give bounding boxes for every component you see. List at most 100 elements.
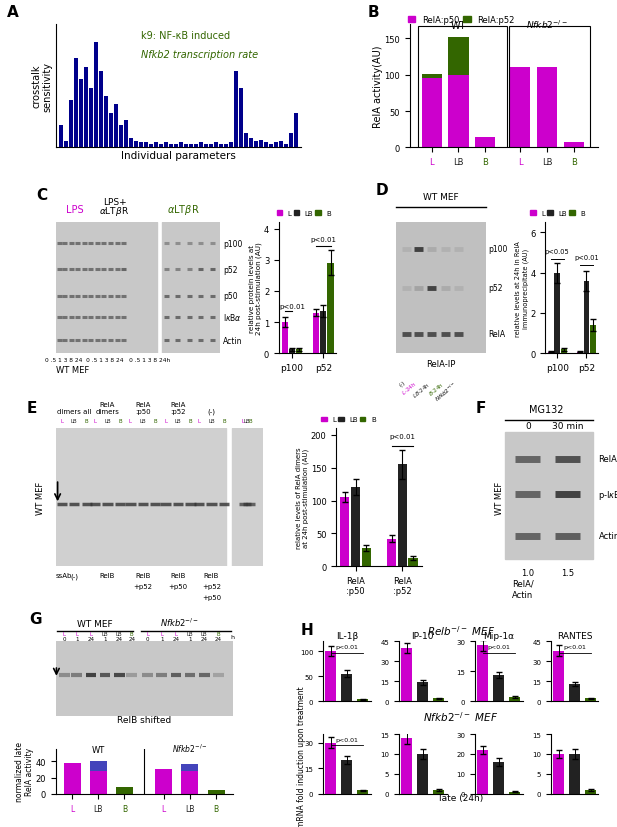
Bar: [64, 142, 67, 148]
Bar: [548, 352, 553, 354]
Bar: [194, 145, 198, 148]
Legend: RelA:p50, RelA:p52: RelA:p50, RelA:p52: [404, 13, 518, 29]
Bar: [269, 145, 273, 148]
Bar: [244, 133, 248, 148]
Bar: [199, 143, 203, 148]
Text: L: L: [129, 418, 132, 423]
Text: p52: p52: [489, 284, 503, 293]
Title: RANTES: RANTES: [557, 632, 592, 641]
Text: 1: 1: [188, 637, 192, 642]
Text: 1: 1: [104, 637, 107, 642]
Text: p100: p100: [489, 245, 508, 254]
Legend: L, LB, B: L, LB, B: [528, 208, 587, 220]
Bar: [68, 102, 73, 148]
Text: p52: p52: [223, 265, 238, 275]
Text: LB: LB: [208, 418, 215, 423]
Text: +p50: +p50: [202, 595, 221, 600]
Text: ssAb: ssAb: [56, 572, 72, 579]
Bar: [510, 69, 530, 148]
Bar: [123, 121, 128, 148]
Bar: [179, 143, 183, 148]
Text: RelA/: RelA/: [512, 579, 534, 588]
Bar: [207, 790, 225, 794]
Text: B: B: [130, 632, 133, 637]
Text: LB: LB: [104, 418, 111, 423]
Text: B: B: [118, 418, 122, 423]
Text: WT MEF: WT MEF: [77, 619, 112, 629]
Text: p<0.01: p<0.01: [563, 644, 586, 650]
Bar: [155, 769, 172, 794]
Bar: [357, 791, 368, 794]
Text: $B$-24h: $B$-24h: [426, 380, 445, 398]
Text: 24: 24: [128, 637, 135, 642]
Bar: [408, 559, 418, 566]
Text: 30 min: 30 min: [552, 422, 583, 431]
Bar: [219, 145, 223, 148]
Text: Actin: Actin: [512, 590, 534, 599]
Bar: [387, 539, 396, 566]
Text: WT: WT: [450, 21, 466, 31]
Bar: [417, 682, 428, 701]
Bar: [362, 548, 371, 566]
Text: B: B: [368, 6, 379, 21]
Text: LB: LB: [243, 418, 250, 423]
Bar: [289, 133, 293, 148]
Text: mRNA fold induction upon treatment: mRNA fold induction upon treatment: [297, 685, 305, 826]
Title: Mip-1α: Mip-1α: [483, 632, 515, 641]
Text: L: L: [146, 632, 149, 637]
Text: L: L: [197, 418, 201, 423]
Text: $Nfkb2^{-/-}$: $Nfkb2^{-/-}$: [433, 380, 459, 404]
Bar: [78, 80, 83, 148]
Text: WT: WT: [92, 745, 105, 754]
Text: H: H: [301, 622, 314, 637]
Bar: [510, 27, 590, 154]
Text: B: B: [217, 632, 220, 637]
Y-axis label: relative levels of RelA dimers
at 24h post-stimulation (AU): relative levels of RelA dimers at 24h po…: [296, 447, 309, 548]
Bar: [294, 113, 298, 148]
Text: +p52: +p52: [133, 584, 152, 590]
Text: $Relb^{-/-}$ MEF: $Relb^{-/-}$ MEF: [426, 624, 495, 638]
Text: B: B: [189, 418, 193, 423]
Bar: [398, 465, 407, 566]
Bar: [475, 137, 495, 148]
Text: 24: 24: [215, 637, 222, 642]
Bar: [320, 312, 326, 354]
Bar: [209, 145, 213, 148]
Bar: [296, 350, 302, 354]
Text: L: L: [89, 632, 93, 637]
Bar: [433, 790, 444, 794]
Bar: [239, 89, 243, 148]
Bar: [184, 145, 188, 148]
Text: RelA
:p52: RelA :p52: [170, 402, 186, 415]
Bar: [181, 771, 198, 794]
Bar: [73, 60, 78, 148]
Bar: [341, 674, 352, 701]
Text: F: F: [476, 400, 486, 415]
Bar: [284, 145, 288, 148]
Text: RelA: RelA: [489, 330, 506, 339]
Bar: [577, 352, 582, 354]
Text: L: L: [75, 632, 78, 637]
Text: $LB$-24h: $LB$-24h: [411, 380, 432, 399]
Bar: [477, 750, 489, 794]
Bar: [224, 145, 228, 148]
Text: $\alpha$LT$\beta$R: $\alpha$LT$\beta$R: [167, 203, 200, 217]
Text: $Nfkb2^{-/-}$ MEF: $Nfkb2^{-/-}$ MEF: [423, 709, 499, 723]
Text: WT MEF: WT MEF: [56, 365, 89, 374]
Text: L: L: [164, 418, 167, 423]
Text: C: C: [36, 188, 47, 203]
Y-axis label: normalized late
RelA activity: normalized late RelA activity: [15, 742, 34, 801]
Text: p-I$\kappa$B$\alpha$: p-I$\kappa$B$\alpha$: [598, 489, 617, 501]
Text: WT MEF: WT MEF: [423, 193, 458, 202]
Bar: [417, 754, 428, 794]
Bar: [56, 223, 157, 354]
Text: 1.0: 1.0: [521, 568, 534, 577]
Text: $Nfkb2^{-/-}$: $Nfkb2^{-/-}$: [526, 18, 568, 31]
Text: +p50: +p50: [168, 584, 188, 590]
Bar: [505, 433, 594, 560]
Text: 0: 0: [525, 422, 531, 431]
Text: RelA: RelA: [598, 455, 617, 463]
Text: LB: LB: [102, 632, 109, 637]
Text: +p52: +p52: [202, 584, 221, 590]
Bar: [89, 771, 107, 794]
